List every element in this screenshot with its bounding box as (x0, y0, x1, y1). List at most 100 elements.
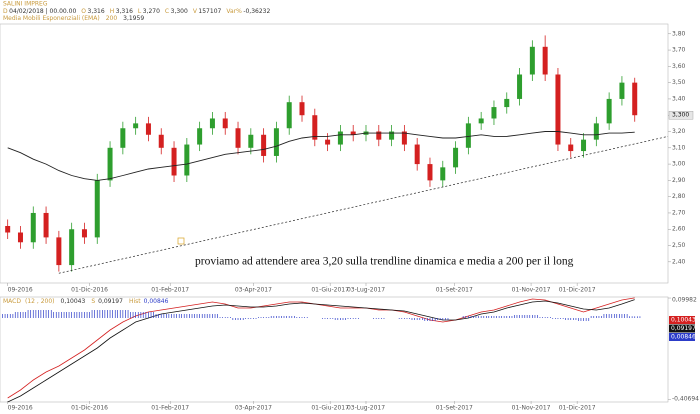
ema-header: Media Mobili Esponenziali (EMA) 200 3,1959 (3, 15, 144, 22)
candle-body (337, 131, 343, 145)
macd-params: (12 , 200) (25, 298, 55, 305)
value-box (669, 324, 695, 333)
candle-body (171, 147, 177, 176)
candle-body (453, 147, 459, 168)
annotation-marker (177, 237, 185, 245)
ema-period: 200 (106, 15, 118, 22)
header-value: 04/02/2018 | 00.00.00 (9, 8, 76, 15)
candle-body (94, 180, 100, 238)
candle-body (5, 225, 11, 233)
candle-body (593, 123, 599, 140)
header-key: C (165, 8, 169, 15)
candle-body (286, 102, 292, 129)
header-key: Var% (226, 8, 242, 15)
header-value: -0,36232 (243, 8, 270, 15)
candle-body (414, 144, 420, 165)
y-tick-label: 3,60 (672, 63, 686, 70)
candle-body (619, 82, 625, 99)
x-tick-label: 01-Dic-2016 (71, 287, 108, 294)
candle-body (325, 139, 331, 145)
candle-body (299, 102, 305, 116)
macd-name: MACD (3, 298, 21, 305)
legend-name: Hist (129, 298, 141, 305)
x-tick-label: 01-Giu-2017 (311, 287, 349, 294)
value-box-label: 0,10043 (671, 317, 696, 324)
legend-value: 0,10043 (61, 298, 86, 305)
macd-legend: MACD (12 , 200) 0,10043 S 0,09197 Hist 0,00846 (3, 298, 169, 305)
y-tick-label: 2,50 (672, 242, 686, 249)
candle-body (145, 123, 151, 135)
candle-body (222, 118, 228, 129)
value-box (669, 316, 695, 324)
y-tick-label: 3,20 (672, 128, 686, 135)
candle-body (529, 46, 535, 75)
candle-body (389, 131, 395, 140)
y-tick-label: 3,50 (672, 79, 686, 86)
x-tick-label: 09-2016 (8, 287, 33, 294)
x-tick-label: 09-2016 (8, 405, 33, 412)
candle-body (555, 74, 561, 145)
candle-body (235, 128, 241, 148)
x-tick-label: 03-Apr-2017 (235, 287, 272, 294)
candle-body (465, 123, 471, 148)
x-tick-label: 01-Set-2017 (436, 405, 473, 412)
x-tick-label: 01-Dic-2016 (71, 405, 108, 412)
legend-name: S (91, 298, 95, 305)
candle-body (504, 98, 510, 108)
candle-body (69, 229, 75, 266)
y-tick-label: -0,40694 (672, 396, 699, 403)
x-tick-label: 01-Nov-2017 (512, 405, 551, 412)
candle-body (30, 212, 36, 243)
legend-value: 0,09197 (98, 298, 123, 305)
header-key: V (193, 8, 198, 15)
candle-body (133, 123, 139, 129)
y-tick-label: 3,10 (672, 144, 686, 151)
candle-body (606, 98, 612, 124)
candle-body (376, 131, 382, 140)
candle-body (197, 128, 203, 145)
last-price-box (668, 111, 694, 120)
header-value: 157107 (198, 8, 221, 15)
y-tick-label: 3,70 (672, 47, 686, 54)
value-box (669, 333, 695, 341)
y-tick-label: 2,60 (672, 226, 686, 233)
instrument-title: SALINI IMPREG (3, 1, 48, 8)
candle-body (120, 128, 126, 148)
y-tick-label: 3,40 (672, 95, 686, 102)
ohlc-header: D 04/02/2018 | 00.00.00 O 3,316 H 3,316 L 3,270… (3, 8, 270, 15)
candle-body (209, 118, 215, 129)
candle-body (261, 134, 267, 156)
candle-body (312, 115, 318, 140)
macd-line (7, 297, 635, 399)
price-panel (0, 23, 669, 284)
candle-body (491, 107, 497, 119)
candle-body (107, 147, 113, 181)
header-value: 3,300 (171, 8, 188, 15)
y-tick-label: 3,00 (672, 161, 686, 168)
x-tick-label: 01-Giu-2017 (311, 405, 349, 412)
candle-body (542, 46, 548, 75)
trendline (58, 136, 669, 274)
ema-last: 3,1959 (123, 15, 144, 22)
header-value: 3,270 (143, 8, 160, 15)
macd-line (7, 299, 635, 403)
header-value: 3,316 (116, 8, 133, 15)
candle-body (427, 164, 433, 181)
candle-body (43, 212, 49, 238)
candle-body (632, 82, 638, 116)
candle-body (248, 134, 254, 148)
value-box-label: 0,00846 (671, 334, 696, 341)
candle-body (581, 139, 587, 152)
candle-body (81, 229, 87, 238)
x-tick-label: 01-Dic-2017 (559, 287, 596, 294)
y-tick-label: 2,40 (672, 258, 686, 265)
x-tick-label: 01-Set-2017 (436, 287, 473, 294)
candle-body (56, 237, 62, 266)
annotation: proviamo ad attendere area 3,20 sulla tr… (195, 256, 574, 268)
header-key: L (138, 8, 142, 15)
y-tick-label: 2,70 (672, 209, 686, 216)
y-tick-label: 3,80 (672, 30, 686, 37)
x-tick-label: 01-Feb-2017 (151, 405, 189, 412)
